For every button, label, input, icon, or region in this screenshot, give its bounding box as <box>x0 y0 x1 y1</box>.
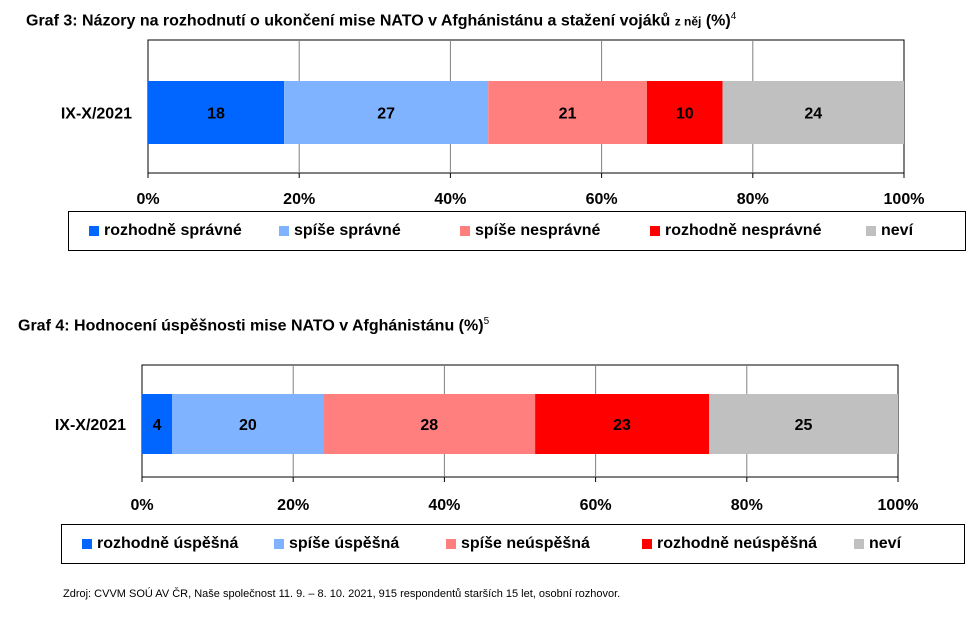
data-label: 21 <box>559 106 577 123</box>
chart-3-legend: rozhodně správné spíše správné spíše nespr… <box>68 211 966 251</box>
legend-label: spíše správné <box>294 222 401 239</box>
legend-label: spíše nesprávné <box>475 222 601 239</box>
chart-4-title-main: Graf 4: Hodnocení úspěšnosti mise NATO v… <box>18 317 455 335</box>
x-tick-label: 60% <box>586 191 618 208</box>
data-label: 24 <box>804 106 822 123</box>
legend-swatch <box>274 539 284 549</box>
legend-swatch <box>650 226 660 236</box>
x-tick-label: 80% <box>731 497 763 514</box>
legend-label: spíše neúspěšná <box>461 535 590 552</box>
x-tick-label: 0% <box>136 191 159 208</box>
data-label: 25 <box>795 417 813 434</box>
chart-3-title-main: Graf 3: Názory na rozhodnutí o ukončení … <box>26 12 671 30</box>
data-label: 20 <box>239 417 257 434</box>
legend-label: spíše úspěšná <box>289 535 400 552</box>
x-tick-label: 100% <box>878 497 919 514</box>
legend-swatch <box>854 539 864 549</box>
legend-swatch <box>460 226 470 236</box>
x-tick-label: 20% <box>283 191 315 208</box>
bar-segment <box>722 81 904 144</box>
legend-item: rozhodně úspěšná <box>82 525 238 563</box>
legend-item: rozhodně nesprávné <box>650 212 821 250</box>
legend-label: rozhodně neúspěšná <box>657 535 818 552</box>
chart-3-plot: 0% 20% 40% 60% 80% 100% IX-X/2021 18 27 21 10 24 <box>61 39 925 208</box>
chart-4-title-footnote: 5 <box>483 316 490 327</box>
legend-label: neví <box>869 535 902 552</box>
legend-swatch <box>82 539 92 549</box>
chart-4-title: Graf 4: Hodnocení úspěšnosti mise NATO v… <box>18 316 489 335</box>
chart-4-title-unit: (%) <box>458 317 484 335</box>
chart-3-title: Graf 3: Názory na rozhodnutí o ukončení … <box>26 11 736 30</box>
data-label: 23 <box>613 417 631 434</box>
chart-3-title-footnote: 4 <box>730 11 737 22</box>
x-tick-label: 80% <box>737 191 769 208</box>
legend-swatch <box>642 539 652 549</box>
legend-item: spíše úspěšná <box>274 525 399 563</box>
legend-item: neví <box>854 525 901 563</box>
x-tick-label: 100% <box>884 191 925 208</box>
x-tick-label: 40% <box>428 497 460 514</box>
x-tick-label: 40% <box>434 191 466 208</box>
legend-label: rozhodně správné <box>104 222 242 239</box>
source-note: Zdroj: CVVM SOÚ AV ČR, Naše společnost 1… <box>63 588 621 600</box>
legend-label: neví <box>881 222 914 239</box>
x-tick-label: 0% <box>130 497 153 514</box>
bar-segment <box>284 81 489 144</box>
legend-label: rozhodně nesprávné <box>665 222 822 239</box>
data-label: 4 <box>153 417 162 434</box>
legend-item: rozhodně správné <box>89 212 242 250</box>
legend-swatch <box>89 226 99 236</box>
data-label: 18 <box>207 106 225 123</box>
bar-segment <box>148 81 285 144</box>
x-tick-label: 20% <box>277 497 309 514</box>
category-label: IX-X/2021 <box>61 106 132 123</box>
legend-item: rozhodně neúspěšná <box>642 525 817 563</box>
legend-item: neví <box>866 212 913 250</box>
legend-item: spíše správné <box>279 212 401 250</box>
bar-segment <box>646 81 723 144</box>
bar-segment <box>535 394 709 454</box>
legend-label: rozhodně úspěšná <box>97 535 239 552</box>
legend-item: spíše neúspěšná <box>446 525 590 563</box>
bar-segment <box>709 394 898 454</box>
chart-4-legend: rozhodně úspěšná spíše úspěšná spíše neúsp… <box>61 524 965 564</box>
x-tick-label: 60% <box>580 497 612 514</box>
chart-4-plot: 0% 20% 40% 60% 80% 100% IX-X/2021 4 20 28 23 25 <box>55 364 919 514</box>
data-label: 27 <box>377 106 395 123</box>
legend-swatch <box>279 226 289 236</box>
legend-swatch <box>446 539 456 549</box>
bar-segment <box>323 394 536 454</box>
legend-item: spíše nesprávné <box>460 212 600 250</box>
bar-segment <box>172 394 324 454</box>
bar-segment <box>488 81 647 144</box>
chart-3-title-unit: (%) <box>705 12 731 30</box>
data-label: 28 <box>420 417 438 434</box>
chart-3-title-small: z něj <box>674 14 702 29</box>
bar-segment <box>142 394 173 454</box>
category-label: IX-X/2021 <box>55 417 126 434</box>
data-label: 10 <box>676 106 694 123</box>
legend-swatch <box>866 226 876 236</box>
